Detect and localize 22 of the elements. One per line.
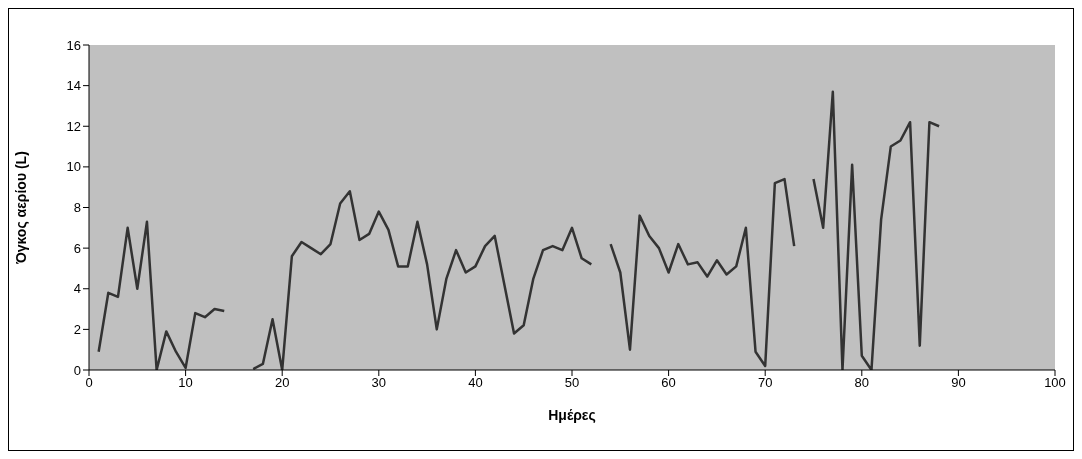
x-tick-label: 70 xyxy=(757,375,773,391)
x-tick-label: 40 xyxy=(468,375,483,391)
y-tick-label: 2 xyxy=(73,321,81,337)
y-tick-label: 8 xyxy=(73,200,81,216)
y-tick-label: 14 xyxy=(66,78,81,94)
x-tick-label: 20 xyxy=(274,375,290,391)
x-tick-label: 60 xyxy=(661,375,676,391)
y-tick-label: 4 xyxy=(73,281,81,297)
x-tick-label: 90 xyxy=(951,375,966,391)
y-tick-label: 12 xyxy=(66,118,81,134)
x-tick-label: 50 xyxy=(564,375,580,391)
x-tick-label: 100 xyxy=(1044,375,1066,391)
y-tick-label: 6 xyxy=(73,240,81,256)
y-tick-label: 10 xyxy=(66,159,81,175)
y-tick-label: 0 xyxy=(73,362,81,378)
x-axis-title: Ημέρες xyxy=(548,407,596,423)
x-tick-label: 0 xyxy=(85,375,93,391)
y-axis-title: Όγκος αερίου (L) xyxy=(12,151,29,265)
y-tick-label: 16 xyxy=(66,37,81,53)
x-tick-label: 30 xyxy=(371,375,387,391)
x-tick-label: 10 xyxy=(178,375,193,391)
x-tick-label: 80 xyxy=(854,375,870,391)
